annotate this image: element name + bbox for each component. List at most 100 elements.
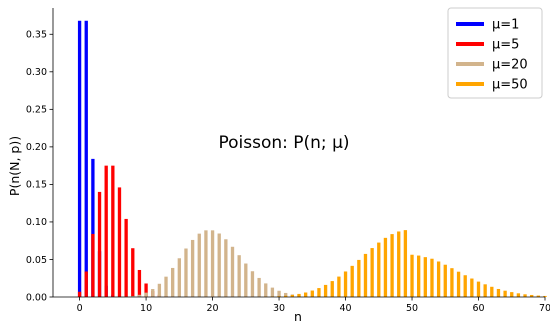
bar-series-4 (530, 294, 534, 297)
bar-series-2 (104, 165, 108, 297)
x-tick-label: 20 (207, 303, 219, 314)
x-tick-label: 0 (77, 303, 83, 314)
bar-series-4 (456, 271, 461, 297)
bar-series-3 (217, 233, 221, 297)
bar-series-3 (224, 239, 228, 297)
y-tick-label: 0.05 (26, 255, 47, 266)
legend: μ=1 μ=5 μ=20 μ=50 (447, 7, 543, 99)
bar-series-4 (284, 295, 288, 297)
axes-layer: 0 10 20 30 40 50 60 70 0.00 0.05 0.10 0.15 0.20 0.25 0… (26, 8, 550, 314)
bar-series-4 (523, 294, 527, 297)
bar-series-4 (436, 261, 441, 297)
bar-series-3 (131, 296, 135, 297)
y-tick-label: 0.10 (26, 217, 47, 228)
x-tick-label: 40 (339, 303, 351, 314)
bar-series-3 (190, 239, 195, 297)
bar-series-4 (463, 275, 467, 297)
bar-series-4 (536, 295, 541, 297)
bar-series-2 (97, 191, 102, 297)
legend-label: μ=20 (492, 58, 528, 73)
bar-series-2 (77, 291, 82, 297)
bar-series-4 (277, 296, 281, 297)
bar-series-4 (343, 271, 348, 297)
bar-series-4 (403, 230, 408, 297)
bar-series-4 (363, 253, 368, 297)
bar-series-2 (117, 187, 122, 297)
bar-series-3 (164, 276, 168, 297)
bar-series-3 (210, 230, 215, 297)
bar-series-4 (357, 259, 361, 297)
bar-series-3 (244, 263, 248, 297)
legend-label: μ=5 (492, 38, 519, 53)
bar-series-4 (483, 284, 487, 297)
y-tick-label: 0.30 (26, 67, 47, 78)
bar-series-4 (397, 231, 401, 297)
bar-series-2 (91, 233, 95, 297)
bar-series-4 (390, 234, 394, 297)
bar-series-3 (230, 246, 235, 297)
x-tick-label: 50 (406, 303, 418, 314)
bar-series-3 (184, 248, 188, 297)
bar-series-4 (417, 255, 421, 297)
bar-series-3 (264, 283, 268, 297)
legend-label: μ=50 (492, 78, 528, 93)
x-tick-label: 60 (472, 303, 484, 314)
bar-series-3 (270, 287, 275, 297)
bar-series-4 (430, 258, 434, 297)
bar-series-4 (337, 276, 341, 297)
x-tick-label: 10 (140, 303, 152, 314)
x-tick-label: 30 (273, 303, 285, 314)
bar-series-1 (77, 20, 82, 297)
y-tick-label: 0.35 (26, 30, 47, 41)
y-tick-label: 0.15 (26, 180, 47, 191)
bar-series-3 (257, 277, 261, 297)
bar-series-4 (496, 288, 501, 297)
bar-series-4 (330, 281, 334, 297)
bar-series-4 (323, 284, 328, 297)
bar-series-3 (284, 292, 288, 297)
bar-series-4 (510, 292, 514, 297)
x-tick-label: 70 (539, 303, 550, 314)
bar-series-2 (84, 271, 88, 297)
bar-series-3 (277, 290, 281, 297)
bar-series-4 (543, 295, 547, 297)
y-axis-label: P(n(N, p)) (7, 136, 22, 196)
bar-series-4 (297, 293, 301, 297)
bar-series-4 (443, 264, 447, 297)
bar-series-2 (144, 283, 148, 297)
bar-series-4 (410, 254, 414, 297)
bar-series-3 (204, 230, 208, 297)
bar-series-4 (476, 281, 481, 297)
bar-series-4 (383, 237, 388, 297)
bar-series-3 (151, 289, 155, 297)
chart-annotation: Poisson: P(n; μ) (218, 133, 349, 153)
bar-series-4 (423, 257, 427, 297)
bar-series-4 (450, 268, 454, 297)
bar-series-4 (370, 248, 374, 297)
bar-series-4 (516, 293, 521, 297)
bar-series-2 (124, 218, 128, 297)
bar-series-2 (111, 165, 115, 297)
bar-series-3 (171, 267, 175, 297)
x-axis-label: n (294, 309, 302, 324)
bar-series-4 (317, 288, 321, 297)
bar-series-3 (177, 258, 181, 297)
bar-series-3 (157, 283, 162, 297)
bar-series-3 (197, 233, 201, 297)
bar-series-4 (310, 290, 314, 297)
bar-series-4 (503, 290, 507, 297)
bar-series-2 (131, 248, 135, 297)
legend-label: μ=1 (492, 18, 519, 33)
bar-series-3 (144, 292, 148, 297)
y-tick-label: 0.25 (26, 105, 47, 116)
bar-series-3 (237, 255, 241, 297)
bar-series-4 (470, 278, 474, 297)
bar-series-4 (377, 242, 381, 297)
y-tick-label: 0.20 (26, 142, 47, 153)
bars-layer (77, 20, 547, 297)
legend-box (447, 7, 543, 99)
bar-series-4 (350, 265, 354, 297)
bar-series-3 (137, 294, 142, 297)
